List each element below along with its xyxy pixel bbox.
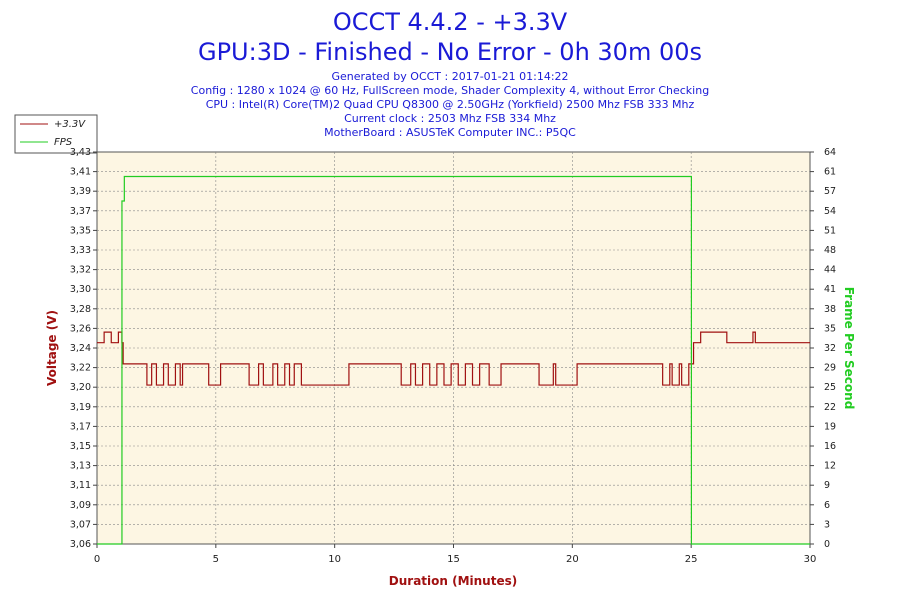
chart-title-line-2: GPU:3D - Finished - No Error - 0h 30m 00… [198,38,702,66]
y-axis-right-label: Frame Per Second [842,287,856,410]
y-right-tick-label: 38 [824,304,836,315]
y-right-tick-label: 64 [824,147,836,158]
y-left-tick-label: 3,28 [70,304,91,315]
y-left-tick-label: 3,09 [70,500,91,511]
y-left-tick-label: 3,06 [70,539,91,550]
y-left-tick-label: 3,30 [70,284,91,295]
info-generated: Generated by OCCT : 2017-01-21 01:14:22 [331,70,568,83]
y-left-tick-label: 3,37 [70,206,91,217]
y-right-tick-label: 19 [824,421,836,432]
chart-title-line-1: OCCT 4.4.2 - +3.3V [333,8,568,36]
x-tick-label: 20 [566,554,579,565]
y-axis-right-ticks: 0 3 6 9 12 16 19 22 25 29 32 35 38 41 44 48 51 54 57 61 64 [810,147,836,550]
y-right-tick-label: 0 [824,539,830,550]
y-right-tick-label: 25 [824,382,836,393]
series-layer [97,175,810,545]
y-left-tick-label: 3,43 [70,147,91,158]
y-right-tick-label: 6 [824,500,830,511]
y-left-tick-label: 3,11 [70,480,91,491]
grid-lines [97,152,810,544]
y-axis-left-ticks: 3,06 3,07 3,09 3,11 3,13 3,15 3,17 3,19 3,20 3,22… [70,147,97,550]
y-right-tick-label: 12 [824,461,836,472]
y-axis-left-label: Voltage (V) [45,310,59,386]
x-tick-label: 30 [804,554,817,565]
y-left-tick-label: 3,15 [70,441,91,452]
y-right-tick-label: 29 [824,363,836,374]
y-right-tick-label: 54 [824,206,836,217]
y-right-tick-label: 44 [824,265,836,276]
y-left-tick-label: 3,17 [70,421,91,432]
y-left-tick-label: 3,35 [70,225,91,236]
info-cpu: CPU : Intel(R) Core(TM)2 Quad CPU Q8300 … [206,98,695,111]
y-left-tick-label: 3,22 [70,363,91,374]
x-axis-label: Duration (Minutes) [389,574,517,588]
y-left-tick-label: 3,13 [70,461,91,472]
y-right-tick-label: 41 [824,284,836,295]
info-current-clock: Current clock : 2503 Mhz FSB 334 Mhz [344,112,556,125]
y-left-tick-label: 3,07 [70,519,91,530]
x-tick-label: 0 [94,554,100,565]
x-axis-ticks: 0 5 10 15 20 25 30 [94,544,817,565]
y-left-tick-label: 3,41 [70,167,91,178]
x-tick-label: 15 [447,554,460,565]
legend-label-fps: FPS [54,137,73,148]
y-right-tick-label: 32 [824,343,836,354]
y-left-tick-label: 3,39 [70,186,91,197]
legend-box [14,114,98,154]
legend-label-voltage: +3.3V [54,119,86,130]
y-left-tick-label: 3,26 [70,323,91,334]
series-line-fps [97,175,810,545]
y-right-tick-label: 48 [824,245,836,256]
y-right-tick-label: 35 [824,323,836,334]
x-tick-label: 5 [213,554,219,565]
series-line-voltage [97,331,810,386]
info-motherboard: MotherBoard : ASUSTeK Computer INC.: P5Q… [324,126,576,139]
y-left-tick-label: 3,32 [70,265,91,276]
info-config: Config : 1280 x 1024 @ 60 Hz, FullScreen… [191,84,709,97]
y-left-tick-label: 3,24 [70,343,91,354]
y-right-tick-label: 22 [824,402,836,413]
legend: +3.3V FPS [14,114,98,154]
y-right-tick-label: 57 [824,186,836,197]
y-right-tick-label: 51 [824,225,836,236]
y-left-tick-label: 3,33 [70,245,91,256]
y-left-tick-label: 3,19 [70,402,91,413]
y-right-tick-label: 16 [824,441,836,452]
y-right-tick-label: 3 [824,519,830,530]
y-right-tick-label: 61 [824,167,836,178]
x-tick-label: 25 [685,554,698,565]
y-left-tick-label: 3,20 [70,382,91,393]
y-right-tick-label: 9 [824,480,830,491]
x-tick-label: 10 [328,554,341,565]
